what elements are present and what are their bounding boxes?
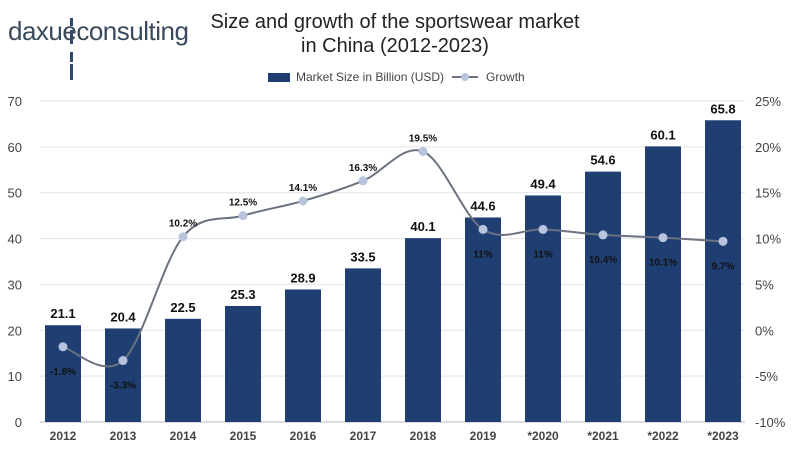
x-tick-label: 2012 [50, 429, 77, 443]
y-tick-label: 50 [8, 186, 22, 201]
x-tick-label: 2014 [170, 429, 197, 443]
legend: Market Size in Billion (USD) Growth [268, 70, 525, 84]
bar [705, 120, 741, 422]
logo-bars-icon [70, 8, 75, 80]
growth-label: 9.7% [712, 261, 735, 272]
bar-value-label: 49.4 [530, 176, 556, 191]
y2-tick-label: 10% [755, 232, 781, 247]
bar [165, 318, 201, 422]
y-tick-label: 10 [8, 369, 22, 384]
title-line-1: Size and growth of the sportswear market [210, 11, 580, 33]
x-tick-label: 2016 [290, 429, 317, 443]
x-tick-label: 2019 [470, 429, 497, 443]
growth-point [358, 176, 368, 186]
growth-label: 11% [533, 249, 553, 260]
growth-label: 11% [473, 249, 493, 260]
growth-point [478, 224, 488, 234]
bar [345, 268, 381, 422]
bar-value-label: 44.6 [470, 198, 495, 213]
bar-value-label: 25.3 [230, 287, 255, 302]
growth-point [238, 211, 248, 221]
growth-point [538, 224, 548, 234]
x-tick-label: *2023 [707, 429, 739, 443]
x-tick-label: *2020 [527, 429, 559, 443]
growth-point [118, 356, 128, 366]
growth-label: 14.1% [289, 183, 317, 194]
growth-label: 19.5% [409, 133, 437, 144]
x-tick-label: 2013 [110, 429, 137, 443]
bar [285, 289, 321, 422]
y-tick-label: 30 [8, 277, 22, 292]
bar-value-label: 54.6 [590, 153, 615, 168]
legend-bar-label: Market Size in Billion (USD) [296, 70, 445, 84]
growth-point [298, 196, 308, 206]
growth-line [62, 149, 724, 368]
growth-label: -1.8% [50, 367, 76, 378]
x-tick-label: *2022 [647, 429, 679, 443]
growth-label: -3.3% [110, 381, 136, 392]
growth-point [418, 146, 428, 156]
bar [465, 217, 501, 422]
y-tick-label: 70 [8, 94, 22, 109]
growth-label: 10.2% [169, 219, 197, 230]
y2-tick-label: -10% [755, 415, 786, 430]
growth-label: 12.5% [229, 198, 257, 209]
bar [585, 171, 621, 422]
growth-label: 10.1% [649, 258, 677, 269]
growth-label: 10.4% [589, 255, 617, 266]
bar [405, 238, 441, 422]
y-tick-label: 0 [15, 415, 22, 430]
growth-label: 16.3% [349, 163, 377, 174]
x-tick-label: 2015 [230, 429, 257, 443]
x-tick-label: 2017 [350, 429, 377, 443]
y-tick-label: 60 [8, 140, 22, 155]
bar [645, 146, 681, 423]
bar-value-label: 22.5 [170, 300, 195, 315]
legend-line-label: Growth [486, 70, 525, 84]
legend-bar-swatch [268, 72, 290, 82]
bar-value-label: 28.9 [290, 270, 315, 285]
bar-value-label: 33.5 [350, 249, 375, 264]
growth-point [658, 233, 668, 243]
logo-text: daxueconsulting [8, 16, 189, 46]
y2-tick-label: 20% [755, 140, 781, 155]
x-tick-label: 2018 [410, 429, 437, 443]
title-line-2: in China (2012-2023) [301, 35, 489, 57]
legend-line-swatch [452, 73, 479, 81]
chart-title: Size and growth of the sportswear market… [200, 10, 590, 58]
bar-value-label: 40.1 [410, 219, 435, 234]
x-tick-label: *2021 [587, 429, 619, 443]
bar-value-label: 20.4 [110, 309, 136, 324]
y-tick-label: 40 [8, 232, 22, 247]
y2-tick-label: 25% [755, 94, 781, 109]
y-tick-label: 20 [8, 323, 22, 338]
bar-value-label: 21.1 [50, 306, 75, 321]
y2-tick-label: -5% [755, 369, 779, 384]
bar-value-label: 65.8 [710, 101, 735, 116]
y2-tick-label: 0% [755, 323, 774, 338]
growth-point [718, 236, 728, 246]
growth-point [58, 342, 68, 352]
bar-value-label: 60.1 [650, 127, 675, 142]
bar [45, 325, 81, 422]
growth-point [598, 230, 608, 240]
y2-tick-label: 15% [755, 186, 781, 201]
bar [225, 305, 261, 422]
growth-point [178, 232, 188, 242]
y2-tick-label: 5% [755, 277, 774, 292]
